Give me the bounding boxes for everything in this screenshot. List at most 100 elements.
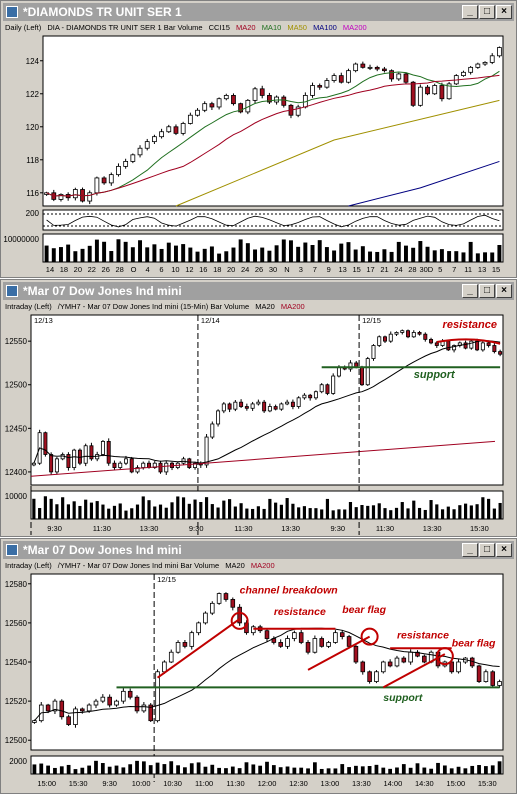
x-tick-label: 20	[227, 265, 235, 274]
candle-body	[439, 85, 445, 100]
x-tick-label: 11:30	[376, 524, 394, 533]
intraday-15min-chart[interactable]: 12400 12450 12500 12550 12/13 12/14 12/15 resis…	[3, 313, 514, 535]
session-date-label: 12/13	[34, 316, 53, 325]
candle-body	[159, 131, 164, 138]
volume-bar	[366, 505, 370, 519]
maximize-button[interactable]: □	[479, 543, 495, 557]
x-tick-label: 28	[408, 265, 416, 274]
x-tick-label: 12:00	[258, 779, 277, 788]
x-tick-label: 14:30	[415, 779, 434, 788]
volume-bar	[383, 508, 387, 519]
close-button[interactable]: ×	[496, 5, 512, 19]
volume-bar	[251, 764, 256, 774]
intraday-chart[interactable]: 12500 12520 12540 12560 12580 12/15 channel br…	[3, 572, 514, 792]
candle-body	[408, 651, 413, 663]
minimize-button[interactable]: _	[462, 284, 478, 298]
volume-bar	[326, 768, 331, 774]
info-ma20: MA20	[236, 23, 256, 32]
volume-bar	[497, 761, 502, 774]
maximize-button[interactable]: □	[479, 284, 495, 298]
volume-bar	[239, 503, 243, 519]
volume-bar	[271, 765, 276, 774]
highlight-circle	[230, 611, 249, 630]
x-tick-label: 4	[145, 265, 149, 274]
volume-bar	[278, 767, 283, 774]
volume-bar	[463, 768, 468, 774]
volume-bar	[454, 251, 459, 262]
candle-body	[317, 85, 323, 88]
volume-bar	[464, 503, 468, 519]
info-ma100: MA100	[313, 23, 337, 32]
candle-body	[66, 716, 71, 725]
maximize-button[interactable]: □	[479, 5, 495, 19]
volume-bar	[303, 242, 308, 262]
window-titlebar[interactable]: *DIAMONDS TR UNIT SER 1 _ □ ×	[3, 3, 514, 21]
candle-body	[331, 75, 337, 81]
candle-body	[108, 174, 114, 184]
volume-bar	[195, 251, 200, 262]
candle-body	[148, 704, 153, 722]
x-tick-label: 24	[394, 265, 402, 274]
volume-bar	[196, 762, 201, 774]
minimize-button[interactable]: _	[462, 543, 478, 557]
volume-bar	[299, 767, 304, 774]
candle-body	[281, 96, 287, 106]
ma200-line	[30, 440, 496, 477]
y-tick-label: 12450	[5, 424, 28, 433]
volume-bar	[456, 766, 461, 774]
candle-body	[72, 449, 77, 468]
bear-flag-line	[382, 653, 446, 689]
candle-body	[452, 345, 457, 351]
x-tick-label: 13:30	[281, 524, 300, 533]
candle-body	[298, 632, 304, 643]
chart-app-icon	[6, 544, 18, 556]
volume-bar	[51, 248, 56, 262]
volume-bar	[492, 508, 496, 519]
candle-body	[32, 720, 37, 723]
candle-body	[267, 95, 272, 103]
volume-bar	[66, 244, 71, 262]
x-tick-label: 13:30	[423, 524, 442, 533]
candle-body	[267, 406, 272, 412]
close-button[interactable]: ×	[496, 543, 512, 557]
volume-bar	[164, 507, 168, 519]
candle-body	[158, 462, 163, 473]
minimize-button[interactable]: _	[462, 5, 478, 19]
candle-body	[203, 612, 208, 624]
volume-bar	[66, 504, 70, 519]
volume-bar	[497, 244, 502, 262]
candle-body	[121, 690, 126, 702]
volume-bar	[80, 767, 85, 774]
ma20-line	[33, 340, 501, 464]
chart-app-icon	[6, 285, 18, 297]
candle-body	[331, 375, 336, 394]
volume-scale-label: 10000000	[3, 235, 39, 244]
candle-body	[401, 657, 407, 663]
chart-annotation: resistance	[274, 606, 326, 618]
x-tick-label: 26	[255, 265, 263, 274]
candle-body	[382, 68, 387, 72]
chart-annotation: resistance	[397, 630, 449, 642]
info-interval: Daily (Left)	[5, 23, 42, 32]
candle-body	[353, 645, 359, 663]
chart-window-15min: *Mar 07 Dow Jones Ind mini _ □ × Intrada…	[0, 279, 517, 537]
candle-body	[310, 85, 315, 96]
volume-bar	[189, 763, 194, 774]
candle-body	[476, 665, 482, 682]
y-tick-label: 12550	[5, 337, 28, 346]
volume-bar	[388, 768, 393, 774]
volume-bar	[202, 248, 207, 262]
close-button[interactable]: ×	[496, 284, 512, 298]
candle-body	[152, 136, 157, 143]
candle-body	[250, 403, 255, 409]
volume-bar	[483, 252, 488, 262]
window-titlebar[interactable]: *Mar 07 Dow Jones Ind mini _ □ ×	[3, 541, 514, 559]
candle-body	[381, 661, 386, 673]
candle-body	[290, 401, 295, 407]
window-titlebar[interactable]: *Mar 07 Dow Jones Ind mini _ □ ×	[3, 282, 514, 300]
info-ma10: MA10	[261, 23, 282, 32]
candle-body	[168, 651, 174, 663]
x-tick-label: 15:30	[478, 779, 497, 788]
candle-body	[256, 401, 261, 405]
